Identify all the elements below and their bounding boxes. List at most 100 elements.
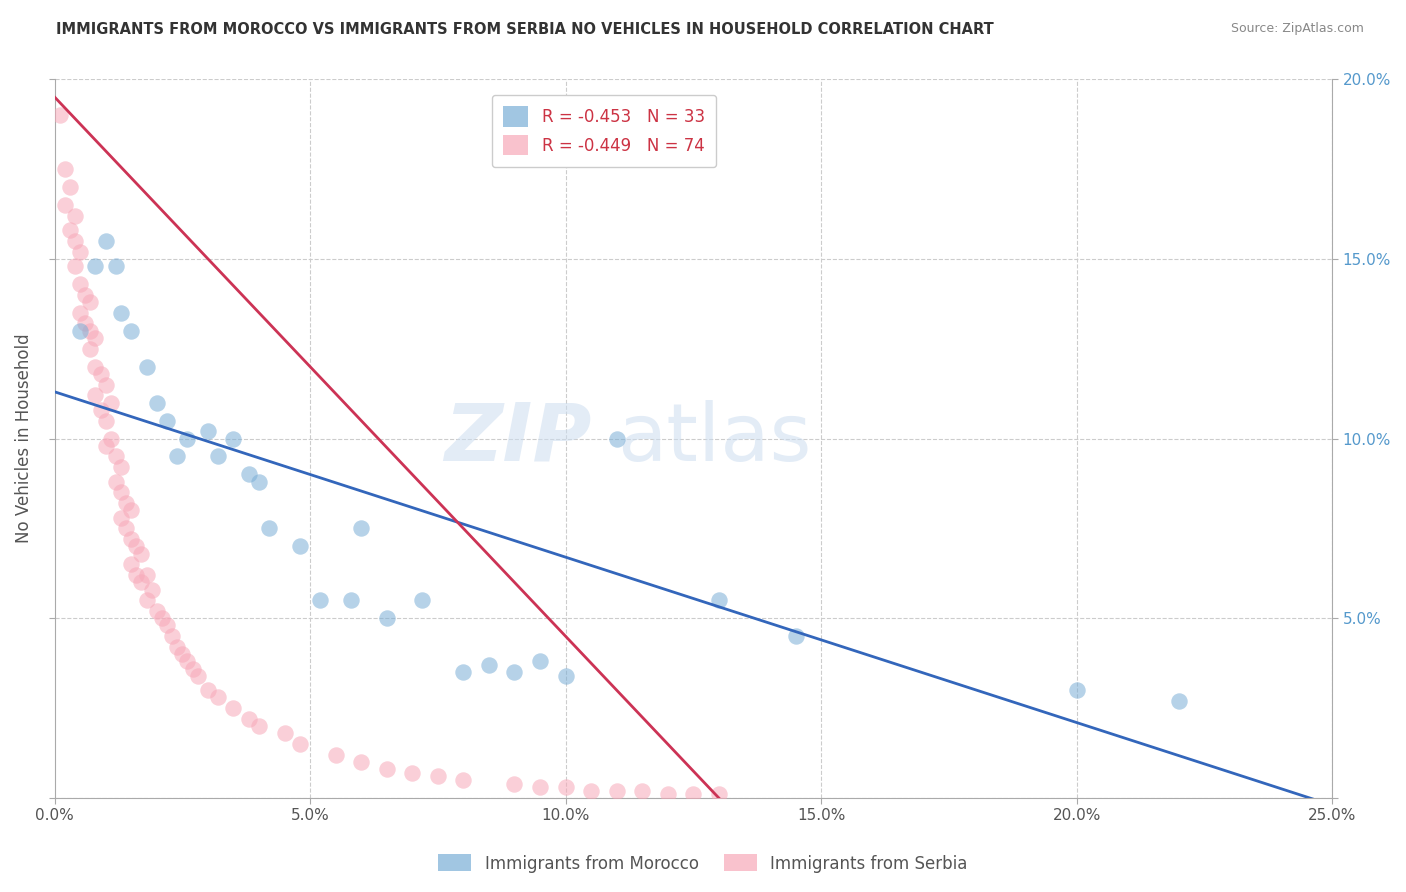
Point bbox=[59, 223, 82, 237]
Point bbox=[131, 547, 153, 561]
Point bbox=[63, 259, 86, 273]
Point bbox=[166, 640, 188, 654]
Point bbox=[453, 773, 475, 788]
Point bbox=[94, 234, 117, 248]
Point bbox=[160, 629, 183, 643]
Text: IMMIGRANTS FROM MOROCCO VS IMMIGRANTS FROM SERBIA NO VEHICLES IN HOUSEHOLD CORRE: IMMIGRANTS FROM MOROCCO VS IMMIGRANTS FR… bbox=[56, 22, 994, 37]
Point bbox=[222, 432, 245, 446]
Point bbox=[682, 788, 704, 802]
Point bbox=[79, 342, 101, 356]
Point bbox=[75, 317, 97, 331]
Point bbox=[135, 568, 157, 582]
Point bbox=[100, 395, 122, 409]
Point bbox=[104, 259, 127, 273]
Point bbox=[150, 611, 173, 625]
Point bbox=[375, 762, 398, 776]
Point bbox=[453, 665, 475, 680]
Point bbox=[554, 669, 576, 683]
Text: Source: ZipAtlas.com: Source: ZipAtlas.com bbox=[1230, 22, 1364, 36]
Point bbox=[375, 611, 398, 625]
Point bbox=[1167, 694, 1189, 708]
Point bbox=[529, 655, 551, 669]
Point bbox=[478, 658, 501, 673]
Point bbox=[1066, 683, 1088, 698]
Point bbox=[125, 568, 148, 582]
Point bbox=[84, 331, 107, 345]
Point bbox=[207, 690, 229, 705]
Point bbox=[63, 209, 86, 223]
Point bbox=[176, 655, 198, 669]
Text: ZIP: ZIP bbox=[444, 400, 591, 477]
Legend: R = -0.453   N = 33, R = -0.449   N = 74: R = -0.453 N = 33, R = -0.449 N = 74 bbox=[492, 95, 716, 167]
Point bbox=[657, 788, 679, 802]
Point bbox=[247, 719, 270, 733]
Point bbox=[53, 198, 76, 212]
Point bbox=[176, 432, 198, 446]
Y-axis label: No Vehicles in Household: No Vehicles in Household bbox=[15, 334, 32, 543]
Point bbox=[100, 432, 122, 446]
Point bbox=[104, 450, 127, 464]
Point bbox=[606, 432, 628, 446]
Point bbox=[187, 669, 209, 683]
Point bbox=[309, 593, 332, 607]
Point bbox=[94, 439, 117, 453]
Point bbox=[125, 540, 148, 554]
Point bbox=[48, 108, 70, 122]
Point bbox=[503, 777, 526, 791]
Point bbox=[401, 765, 423, 780]
Point bbox=[273, 726, 295, 740]
Point bbox=[110, 460, 132, 475]
Point bbox=[75, 287, 97, 301]
Point bbox=[89, 367, 111, 381]
Point bbox=[141, 582, 163, 597]
Point bbox=[257, 521, 280, 535]
Point bbox=[104, 475, 127, 489]
Point bbox=[247, 475, 270, 489]
Point bbox=[238, 712, 260, 726]
Point bbox=[579, 784, 602, 798]
Legend: Immigrants from Morocco, Immigrants from Serbia: Immigrants from Morocco, Immigrants from… bbox=[432, 847, 974, 880]
Point bbox=[785, 629, 807, 643]
Point bbox=[197, 425, 219, 439]
Point bbox=[238, 467, 260, 482]
Point bbox=[89, 402, 111, 417]
Point bbox=[120, 532, 142, 546]
Point bbox=[172, 647, 194, 661]
Point bbox=[69, 306, 91, 320]
Point bbox=[120, 558, 142, 572]
Point bbox=[707, 788, 730, 802]
Point bbox=[84, 259, 107, 273]
Point bbox=[110, 306, 132, 320]
Point bbox=[69, 244, 91, 259]
Point bbox=[115, 521, 138, 535]
Point bbox=[63, 234, 86, 248]
Point bbox=[110, 485, 132, 500]
Point bbox=[135, 593, 157, 607]
Point bbox=[207, 450, 229, 464]
Point bbox=[631, 784, 654, 798]
Point bbox=[288, 540, 311, 554]
Point bbox=[94, 413, 117, 427]
Point bbox=[115, 496, 138, 510]
Point bbox=[120, 324, 142, 338]
Point bbox=[135, 359, 157, 374]
Point bbox=[94, 377, 117, 392]
Point bbox=[529, 780, 551, 795]
Text: atlas: atlas bbox=[617, 400, 811, 477]
Point bbox=[606, 784, 628, 798]
Point bbox=[503, 665, 526, 680]
Point bbox=[350, 755, 373, 769]
Point bbox=[181, 662, 204, 676]
Point bbox=[426, 770, 449, 784]
Point bbox=[156, 413, 179, 427]
Point bbox=[84, 359, 107, 374]
Point bbox=[110, 510, 132, 524]
Point bbox=[156, 618, 179, 632]
Point bbox=[79, 324, 101, 338]
Point bbox=[120, 503, 142, 517]
Point bbox=[707, 593, 730, 607]
Point bbox=[53, 161, 76, 176]
Point bbox=[131, 575, 153, 590]
Point bbox=[554, 780, 576, 795]
Point bbox=[222, 701, 245, 715]
